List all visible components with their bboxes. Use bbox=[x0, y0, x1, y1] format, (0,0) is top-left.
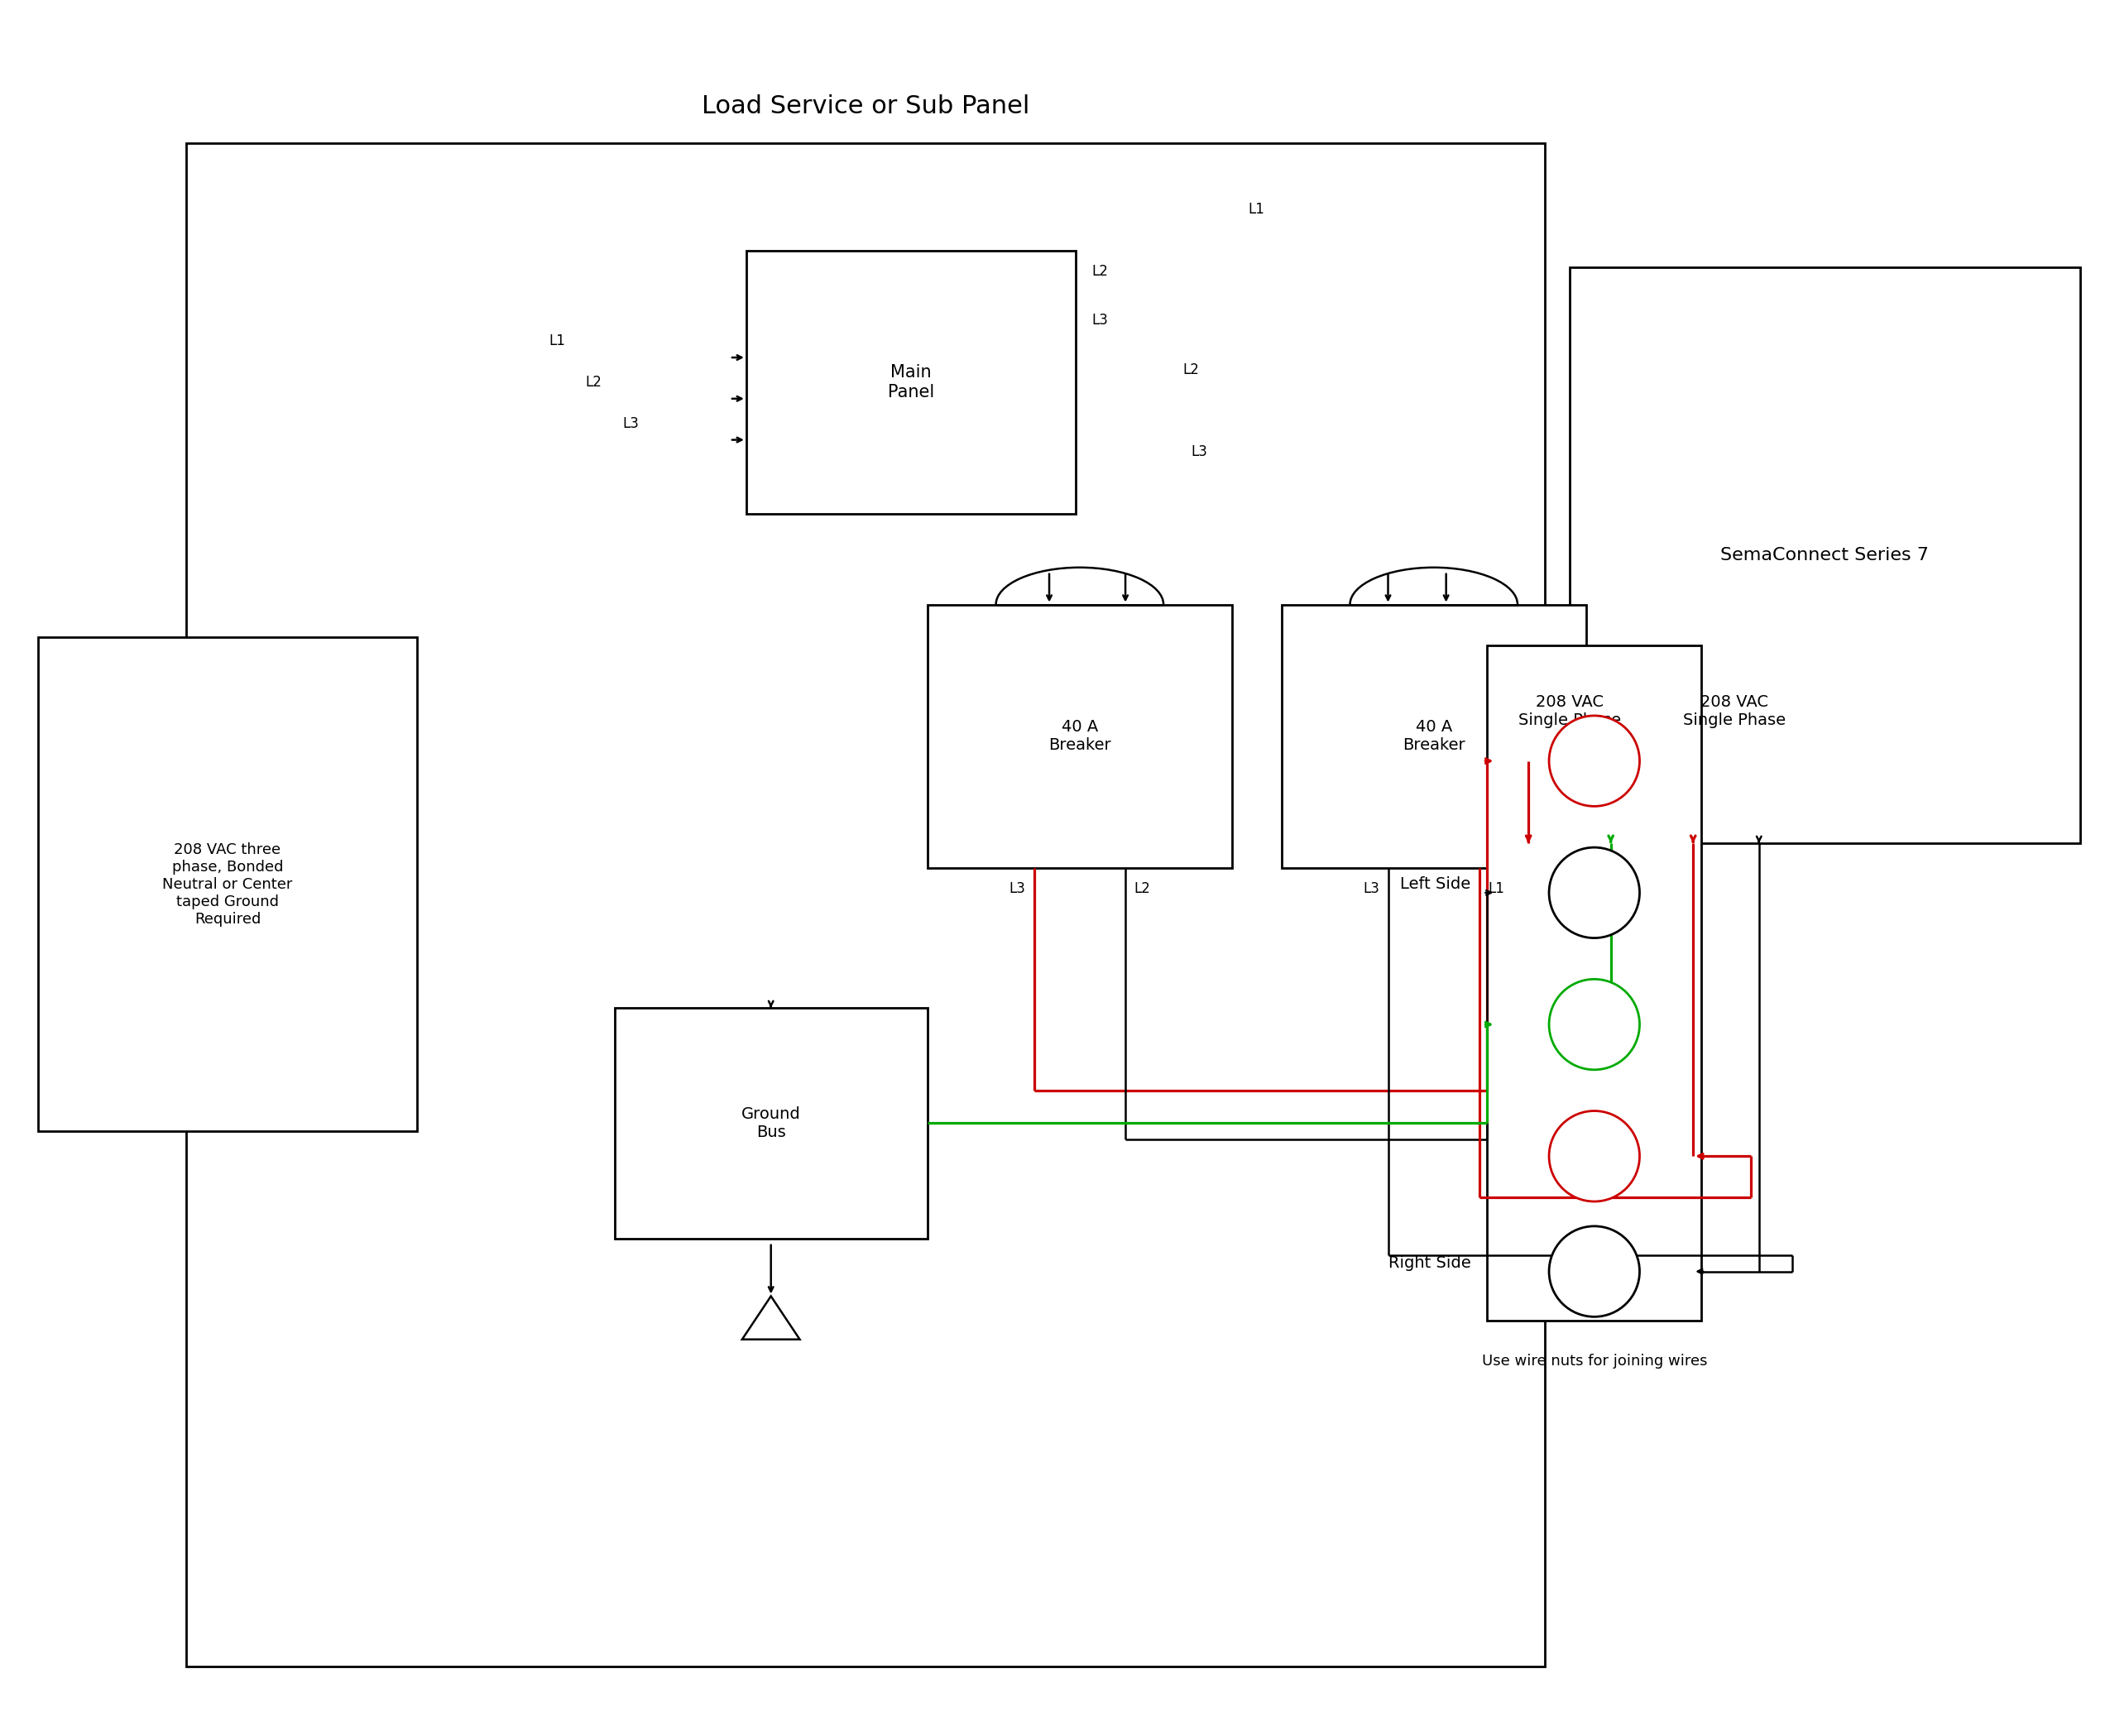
Bar bbox=[1570, 267, 2080, 844]
Text: L2: L2 bbox=[1133, 882, 1150, 896]
Text: L2: L2 bbox=[1093, 264, 1108, 278]
Text: Left Side: Left Side bbox=[1401, 877, 1471, 892]
Text: L1: L1 bbox=[549, 333, 565, 349]
Bar bbox=[928, 604, 1232, 868]
Text: SemaConnect Series 7: SemaConnect Series 7 bbox=[1720, 547, 1929, 564]
Text: Load Service or Sub Panel: Load Service or Sub Panel bbox=[703, 95, 1030, 118]
Text: 208 VAC
Single Phase: 208 VAC Single Phase bbox=[1519, 694, 1620, 727]
Text: L2: L2 bbox=[1182, 363, 1198, 377]
Bar bbox=[1281, 604, 1587, 868]
Bar bbox=[186, 144, 1545, 1667]
Text: 40 A
Breaker: 40 A Breaker bbox=[1049, 719, 1112, 753]
Bar bbox=[38, 637, 418, 1132]
Text: L1: L1 bbox=[1488, 882, 1504, 896]
Text: Use wire nuts for joining wires: Use wire nuts for joining wires bbox=[1481, 1354, 1707, 1368]
Bar bbox=[1488, 646, 1701, 1321]
Circle shape bbox=[1549, 979, 1639, 1069]
Text: Ground
Bus: Ground Bus bbox=[741, 1106, 800, 1141]
Circle shape bbox=[1549, 847, 1639, 937]
Text: Right Side: Right Side bbox=[1388, 1255, 1471, 1271]
Circle shape bbox=[1549, 1111, 1639, 1201]
Circle shape bbox=[1549, 1226, 1639, 1316]
Text: 40 A
Breaker: 40 A Breaker bbox=[1403, 719, 1464, 753]
Circle shape bbox=[1549, 715, 1639, 806]
Text: 208 VAC
Single Phase: 208 VAC Single Phase bbox=[1684, 694, 1785, 727]
Text: Main
Panel: Main Panel bbox=[888, 365, 935, 399]
Bar bbox=[747, 250, 1076, 514]
Text: L3: L3 bbox=[1363, 882, 1380, 896]
Text: L1: L1 bbox=[1249, 201, 1266, 217]
Text: L2: L2 bbox=[587, 375, 601, 389]
Text: L3: L3 bbox=[1009, 882, 1025, 896]
Text: L3: L3 bbox=[622, 417, 639, 431]
Text: 208 VAC three
phase, Bonded
Neutral or Center
taped Ground
Required: 208 VAC three phase, Bonded Neutral or C… bbox=[162, 842, 293, 927]
Text: L3: L3 bbox=[1190, 444, 1207, 460]
Text: L3: L3 bbox=[1093, 312, 1108, 328]
Bar bbox=[614, 1009, 928, 1238]
